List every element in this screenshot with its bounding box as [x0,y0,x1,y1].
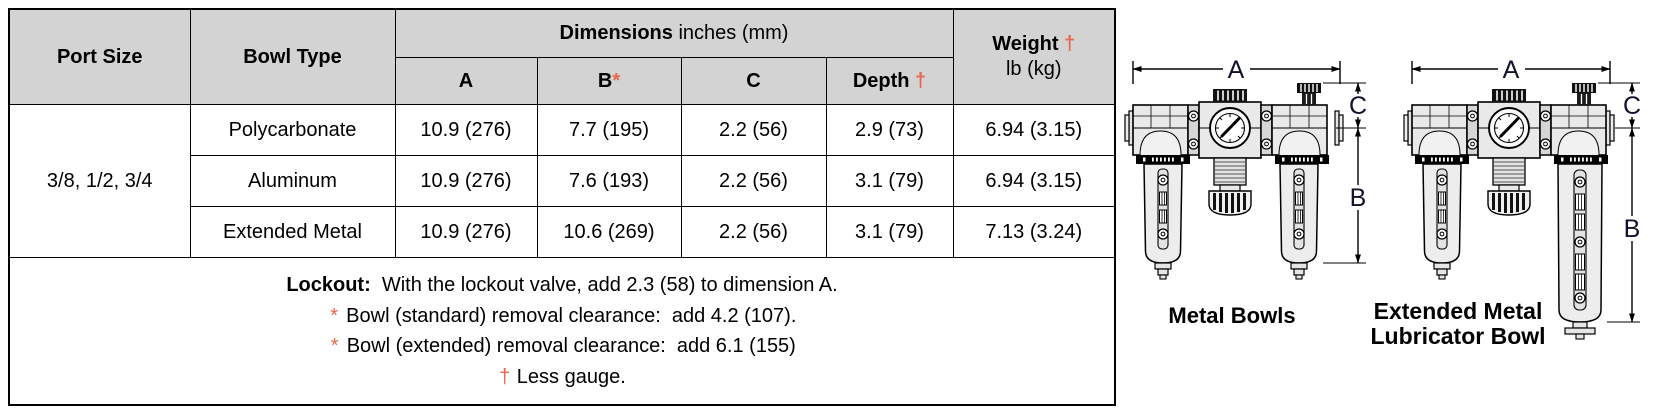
extended-metal-caption-line2: Lubricator Bowl [1370,323,1546,349]
dimensions-units: inches (mm) [672,22,789,44]
extended-metal-caption-line1: Extended Metal [1373,298,1543,324]
note-bowl-extended: * Bowl (extended) removal clearance: add… [10,331,1114,362]
note-less-gauge: † Less gauge. [10,362,1114,393]
lubricator-metal-bowl [1280,164,1318,279]
col-header-dim-a: A [394,57,538,105]
lockout-label: Lockout: [286,274,371,296]
table-row: Aluminum 10.9 (276) 7.6 (193) 2.2 (56) 3… [9,155,1116,207]
bowl-type-cell: Aluminum [189,155,396,207]
col-header-port-size: Port Size [8,8,191,105]
table-row: Extended Metal 10.9 (276) 10.6 (269) 2.2… [9,206,1116,258]
frl-assembly [1124,82,1344,279]
note-lockout: Lockout: With the lockout valve, add 2.3… [10,270,1114,301]
depth-cell: 3.1 (79) [825,155,954,207]
weight-units: lb (kg) [1005,58,1062,80]
depth-cell: 2.9 (73) [825,104,954,156]
dim-b-label: B [597,69,613,92]
note-ext-text: Bowl (extended) removal clearance: add 6… [341,335,796,357]
note-bowl-standard: * Bowl (standard) removal clearance: add… [10,301,1114,332]
extended-metal-frl-drawing: A C B [1403,56,1644,352]
weight-title: Weight [992,33,1065,55]
pressure-gauge [1208,106,1252,150]
dim-c-cell: 2.2 (56) [680,104,827,156]
footnotes: Lockout: With the lockout valve, add 2.3… [8,257,1116,406]
col-header-dim-c: C [680,57,827,105]
dim-label-a: A [1503,56,1520,84]
dim-b-cell: 7.7 (195) [536,104,682,156]
depth-dagger-marker: † [915,69,927,92]
dim-label-c: C [1349,92,1367,120]
col-header-bowl-type: Bowl Type [189,8,396,105]
dim-a-cell: 10.9 (276) [394,104,538,156]
lockout-text: With the lockout valve, add 2.3 (58) to … [370,274,838,296]
table-row: 3/8, 1/2, 3/4 Polycarbonate 10.9 (276) 7… [8,104,1116,258]
frl-assembly [1403,82,1615,339]
dim-label-b: B [1350,184,1367,212]
extended-lubricator-bowl [1558,164,1602,339]
note-gauge-text: Less gauge. [511,365,626,388]
dim-label-a: A [1228,56,1245,84]
depth-label: Depth [852,69,916,92]
dim-label-b: B [1624,215,1641,243]
pressure-gauge [1487,106,1531,150]
depth-cell: 3.1 (79) [825,206,954,258]
bowl-type-cell: Polycarbonate [189,104,396,156]
asterisk-marker: * [330,304,338,327]
extended-metal-caption: Extended Metal Lubricator Bowl [1358,299,1558,349]
dimension-lines [1132,61,1366,264]
weight-cell: 6.94 (3.15) [952,104,1116,156]
dim-a-cell: 10.9 (276) [394,155,538,207]
dagger-marker: † [499,365,511,388]
dim-a-cell: 10.9 (276) [394,206,538,258]
metal-bowls-frl-drawing: A C B [1124,56,1370,292]
weight-dagger-marker: † [1064,33,1076,55]
dim-c-cell: 2.2 (56) [680,206,827,258]
port-size-value: 3/8, 1/2, 3/4 [8,104,191,258]
dim-b-cell: 7.6 (193) [536,155,682,207]
col-header-weight: Weight † lb (kg) [952,8,1116,105]
weight-cell: 7.13 (3.24) [952,206,1116,258]
weight-cell: 6.94 (3.15) [952,155,1116,207]
filter-metal-bowl [1144,164,1182,279]
dim-b-star-marker: * [612,69,621,92]
dim-b-cell: 10.6 (269) [536,206,682,258]
note-std-text: Bowl (standard) removal clearance: add 4… [340,304,797,327]
col-header-dimensions: Dimensions inches (mm) [394,8,954,58]
col-header-depth: Depth † [825,57,954,105]
metal-bowls-caption: Metal Bowls [1168,303,1296,328]
dim-label-c: C [1623,92,1641,120]
dimensions-spec-table: Port Size Bowl Type Dimensions inches (m… [8,8,1116,406]
asterisk-marker: * [330,335,339,357]
filter-metal-bowl [1423,164,1461,279]
dim-c-cell: 2.2 (56) [680,155,827,207]
col-header-dim-b: B* [536,57,682,105]
dimensions-title: Dimensions [559,22,673,44]
bowl-type-cell: Extended Metal [189,206,396,258]
